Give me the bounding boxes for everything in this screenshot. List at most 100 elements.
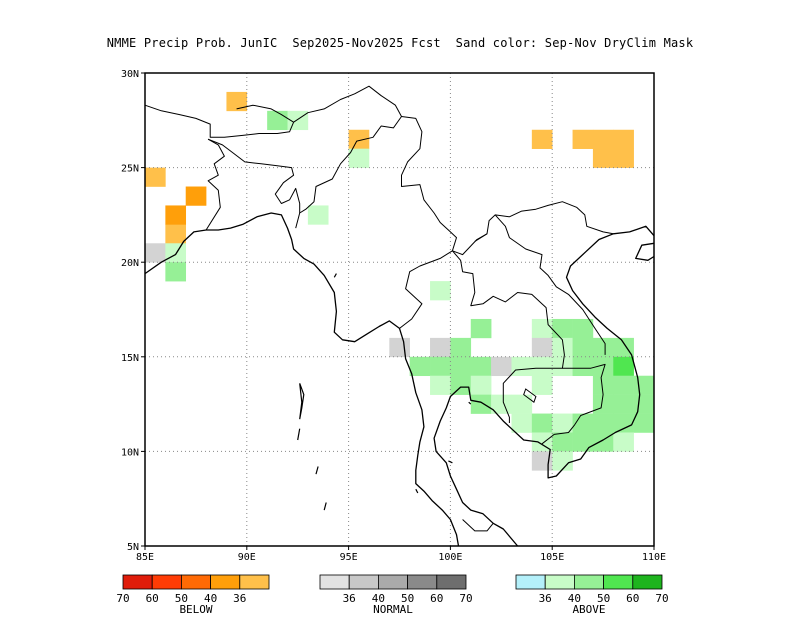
- probability-cell: [613, 129, 634, 149]
- probability-cell: [592, 337, 614, 358]
- probability-cell: [470, 394, 492, 414]
- colorbar-tick-label: 70: [116, 592, 129, 605]
- probability-cell: [531, 413, 553, 433]
- colorbar-tick-label: 60: [430, 592, 443, 605]
- probability-cell: [633, 394, 655, 414]
- country-border: [401, 116, 457, 251]
- colorbar-swatch: [632, 574, 663, 590]
- probability-cell: [165, 224, 187, 244]
- colorbar-category-label: NORMAL: [373, 603, 413, 616]
- probability-cell: [613, 356, 634, 377]
- probability-cell: [511, 413, 533, 433]
- lat-tick-label: 15N: [121, 353, 139, 364]
- below-colorbar: 70 60 50 40 36 BELOW: [116, 574, 270, 616]
- colorbar-tick-label: 40: [204, 592, 217, 605]
- country-border: [205, 138, 225, 231]
- lon-tick-label: 105E: [540, 552, 564, 563]
- probability-cell: [531, 318, 553, 339]
- graticule: [145, 73, 654, 546]
- probability-cell: [592, 413, 614, 433]
- lon-tick-label: 90E: [238, 552, 256, 563]
- probability-cell: [613, 394, 634, 414]
- probability-cell: [531, 356, 553, 377]
- colorbar-tick-label: 70: [459, 592, 472, 605]
- colorbar-tick-label: 60: [146, 592, 159, 605]
- colorbar-swatch: [239, 574, 270, 590]
- colorbar-tick-label: 36: [539, 592, 552, 605]
- map-title: NMME Precip Prob. JunIC Sep2025-Nov2025 …: [106, 36, 694, 50]
- lake-outline: [523, 388, 537, 404]
- probability-cell: [592, 356, 614, 377]
- probability-cell: [592, 129, 614, 149]
- probability-cell: [531, 337, 553, 358]
- colorbar-tick-label: 40: [372, 592, 385, 605]
- colorbar-swatch: [210, 574, 241, 590]
- probability-cell: [185, 186, 207, 206]
- colorbar-tick-label: 36: [343, 592, 356, 605]
- probability-cell: [145, 243, 166, 263]
- probability-cell: [531, 375, 553, 395]
- probability-cell: [572, 413, 594, 433]
- probability-cell: [267, 110, 288, 131]
- probability-cell: [491, 394, 512, 414]
- probability-cell: [165, 205, 187, 225]
- lat-tick-label: 10N: [121, 447, 139, 458]
- island-outline: [323, 502, 327, 511]
- probability-cell: [572, 129, 594, 149]
- probability-cell: [307, 205, 329, 225]
- probability-cell: [511, 394, 533, 414]
- probability-cell: [409, 356, 431, 377]
- map-frame: [144, 72, 655, 547]
- probability-cell: [348, 129, 370, 149]
- probability-cells: [145, 91, 655, 471]
- lon-tick-label: 85E: [136, 552, 154, 563]
- lon-tick-label: 100E: [438, 552, 462, 563]
- probability-cell: [572, 432, 594, 452]
- probability-cell: [531, 451, 553, 471]
- country-border: [541, 363, 606, 445]
- probability-cell: [613, 375, 634, 395]
- probability-cell: [450, 356, 472, 377]
- country-border: [452, 250, 565, 423]
- country-border: [293, 85, 402, 229]
- lat-tick-label: 5N: [127, 542, 139, 553]
- colorbar-tick-label: 40: [568, 592, 581, 605]
- probability-cell: [430, 281, 451, 301]
- coastlines: [144, 212, 655, 547]
- probability-cell: [613, 413, 634, 433]
- probability-cell: [633, 413, 655, 433]
- probability-cell: [226, 91, 248, 112]
- colorbar-swatch: [544, 574, 575, 590]
- probability-cell: [430, 356, 451, 377]
- country-border: [462, 519, 494, 532]
- probability-cell: [348, 148, 370, 168]
- probability-cell: [613, 337, 634, 358]
- island-outline: [315, 466, 319, 475]
- colorbar-swatch: [319, 574, 350, 590]
- coastline: [433, 225, 655, 547]
- probability-cell: [572, 356, 594, 377]
- lon-tick-label: 110E: [642, 552, 666, 563]
- colorbar-swatch: [436, 574, 467, 590]
- colorbar-swatch: [515, 574, 546, 590]
- lat-tick-label: 25N: [121, 164, 139, 175]
- country-border: [144, 104, 295, 138]
- colorbar-swatch: [348, 574, 379, 590]
- probability-cell: [450, 375, 472, 395]
- probability-cell: [592, 394, 614, 414]
- probability-cell: [552, 413, 573, 433]
- probability-cell: [633, 375, 655, 395]
- colorbar-swatch: [603, 574, 634, 590]
- colorbar-tick-label: 70: [655, 592, 668, 605]
- probability-cell: [613, 432, 634, 452]
- colorbar-swatch: [574, 574, 605, 590]
- probability-cell: [389, 337, 410, 358]
- probability-cell: [470, 356, 492, 377]
- probability-cell: [531, 129, 553, 149]
- country-border: [494, 214, 606, 355]
- island-outline: [299, 383, 305, 420]
- colorbar-tick-label: 60: [626, 592, 639, 605]
